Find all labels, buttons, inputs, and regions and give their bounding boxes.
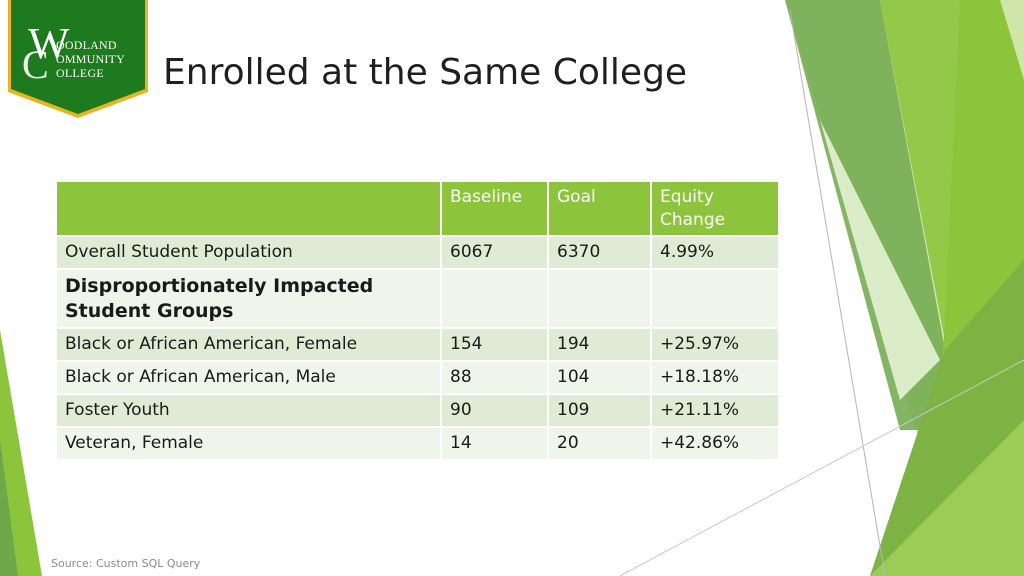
- header-baseline: Baseline: [442, 182, 549, 237]
- row-change: +21.11%: [652, 395, 778, 428]
- header-goal: Goal: [549, 182, 652, 237]
- row-baseline: [442, 270, 549, 329]
- row-change: +18.18%: [652, 362, 778, 395]
- row-goal: 104: [549, 362, 652, 395]
- row-baseline: 154: [442, 329, 549, 362]
- svg-text:W: W: [28, 19, 70, 68]
- logo-wordmark: OODLAND OMMUNITY OLLEGE: [56, 38, 125, 80]
- row-label: Foster Youth: [57, 395, 442, 428]
- table-row: Veteran, Female 14 20 +42.86%: [57, 428, 778, 461]
- row-label: Overall Student Population: [57, 237, 442, 270]
- row-baseline: 6067: [442, 237, 549, 270]
- row-change: 4.99%: [652, 237, 778, 270]
- table-row: Overall Student Population 6067 6370 4.9…: [57, 237, 778, 270]
- table-row: Black or African American, Female 154 19…: [57, 329, 778, 362]
- row-change: +25.97%: [652, 329, 778, 362]
- table-header-row: Baseline Goal Equity Change: [57, 182, 778, 237]
- row-goal: 6370: [549, 237, 652, 270]
- row-label: Black or African American, Male: [57, 362, 442, 395]
- row-change: +42.86%: [652, 428, 778, 461]
- row-label: Veteran, Female: [57, 428, 442, 461]
- row-goal: 20: [549, 428, 652, 461]
- enrollment-table: Baseline Goal Equity Change Overall Stud…: [57, 182, 778, 461]
- source-note: Source: Custom SQL Query: [51, 557, 201, 570]
- header-equity-change: Equity Change: [652, 182, 778, 237]
- row-change: [652, 270, 778, 329]
- row-label: Black or African American, Female: [57, 329, 442, 362]
- group-label: Disproportionately Impacted Student Grou…: [57, 270, 442, 329]
- college-logo: W C OODLAND OMMUNITY OLLEGE: [8, 0, 148, 118]
- header-label: [57, 182, 442, 237]
- table-row: Black or African American, Male 88 104 +…: [57, 362, 778, 395]
- row-goal: 194: [549, 329, 652, 362]
- page-title: Enrolled at the Same College: [163, 52, 688, 94]
- row-goal: 109: [549, 395, 652, 428]
- row-goal: [549, 270, 652, 329]
- table-row: Foster Youth 90 109 +21.11%: [57, 395, 778, 428]
- table-group-row: Disproportionately Impacted Student Grou…: [57, 270, 778, 329]
- row-baseline: 90: [442, 395, 549, 428]
- row-baseline: 88: [442, 362, 549, 395]
- svg-text:C: C: [22, 42, 49, 87]
- row-baseline: 14: [442, 428, 549, 461]
